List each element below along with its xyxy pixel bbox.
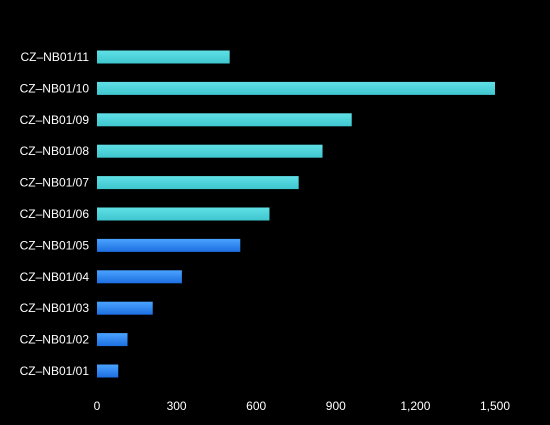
category-label: CZ–NB01/08 — [20, 144, 90, 158]
bar — [97, 81, 495, 95]
category-label: CZ–NB01/01 — [20, 364, 90, 378]
category-label: CZ–NB01/11 — [21, 50, 90, 64]
bar — [97, 113, 352, 127]
x-tick-label: 300 — [167, 399, 187, 413]
bar — [97, 207, 270, 221]
category-label: CZ–NB01/04 — [20, 270, 90, 284]
bar — [97, 270, 182, 284]
bar — [97, 301, 153, 315]
bar — [97, 364, 119, 378]
bar — [97, 176, 299, 190]
category-label: CZ–NB01/06 — [20, 207, 90, 221]
bar — [97, 50, 230, 64]
category-label: CZ–NB01/09 — [20, 113, 90, 127]
x-tick-label: 1,500 — [480, 399, 510, 413]
x-tick-label: 900 — [326, 399, 346, 413]
bar — [97, 144, 323, 158]
category-label: CZ–NB01/10 — [20, 81, 90, 95]
x-tick-label: 600 — [246, 399, 266, 413]
x-axis-tick-labels: 0 300 600 900 1,200 1,500 — [94, 399, 511, 413]
x-tick-label: 0 — [94, 399, 101, 413]
y-axis-labels: CZ–NB01/01 CZ–NB01/02 CZ–NB01/03 CZ–NB01/04… — [20, 50, 90, 378]
category-label: CZ–NB01/03 — [20, 301, 90, 315]
bar — [97, 333, 128, 347]
bar — [97, 238, 241, 252]
category-label: CZ–NB01/07 — [20, 176, 90, 190]
category-label: CZ–NB01/02 — [20, 333, 90, 347]
x-tick-label: 1,200 — [400, 399, 430, 413]
category-label: CZ–NB01/05 — [20, 238, 90, 252]
bars-layer — [97, 50, 495, 378]
